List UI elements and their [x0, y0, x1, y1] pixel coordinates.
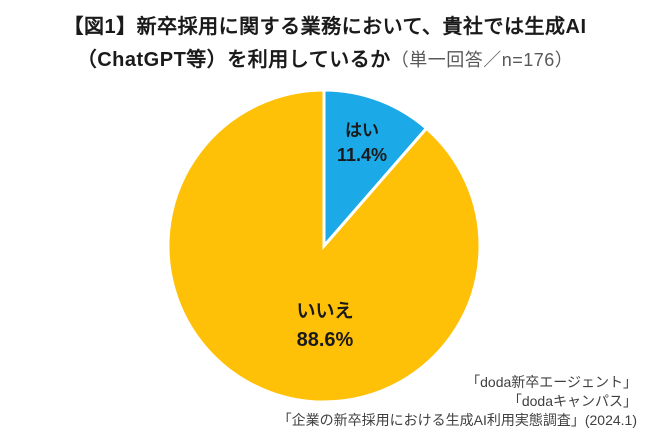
- pie-label-yes: はい 11.4%: [337, 118, 387, 168]
- pie-label-no-text: いいえ: [296, 301, 354, 322]
- chart-title-note: （単一回答／n=176）: [390, 50, 574, 70]
- chart-title-line2-main: （ChatGPT等）を利用しているか: [76, 49, 391, 71]
- pie-label-yes-text: はい: [344, 121, 379, 140]
- chart-title: 【図1】新卒採用に関する業務において、貴社では生成AI （ChatGPT等）を利…: [0, 11, 650, 77]
- pie-slice-yes: [322, 88, 429, 251]
- pie-svg: [166, 88, 482, 404]
- source-line-1: 「doda新卒エージェント」: [466, 374, 637, 390]
- chart-title-line1: 【図1】新卒採用に関する業務において、貴社では生成AI: [63, 16, 587, 38]
- source-line-3: 「企業の新卒採用における生成AI利用実態調査」(2024.1): [277, 412, 637, 428]
- source-citation: 「doda新卒エージェント」 「dodaキャンパス」 「企業の新卒採用における生…: [278, 373, 637, 430]
- pie-chart: [164, 86, 484, 406]
- pie-label-yes-pct: 11.4%: [336, 145, 388, 165]
- pie-label-no: いいえ 88.6%: [296, 297, 353, 355]
- pie-label-no-pct: 88.6%: [296, 329, 354, 351]
- pie-slice-no: [166, 88, 482, 404]
- source-line-2: 「dodaキャンパス」: [507, 393, 637, 409]
